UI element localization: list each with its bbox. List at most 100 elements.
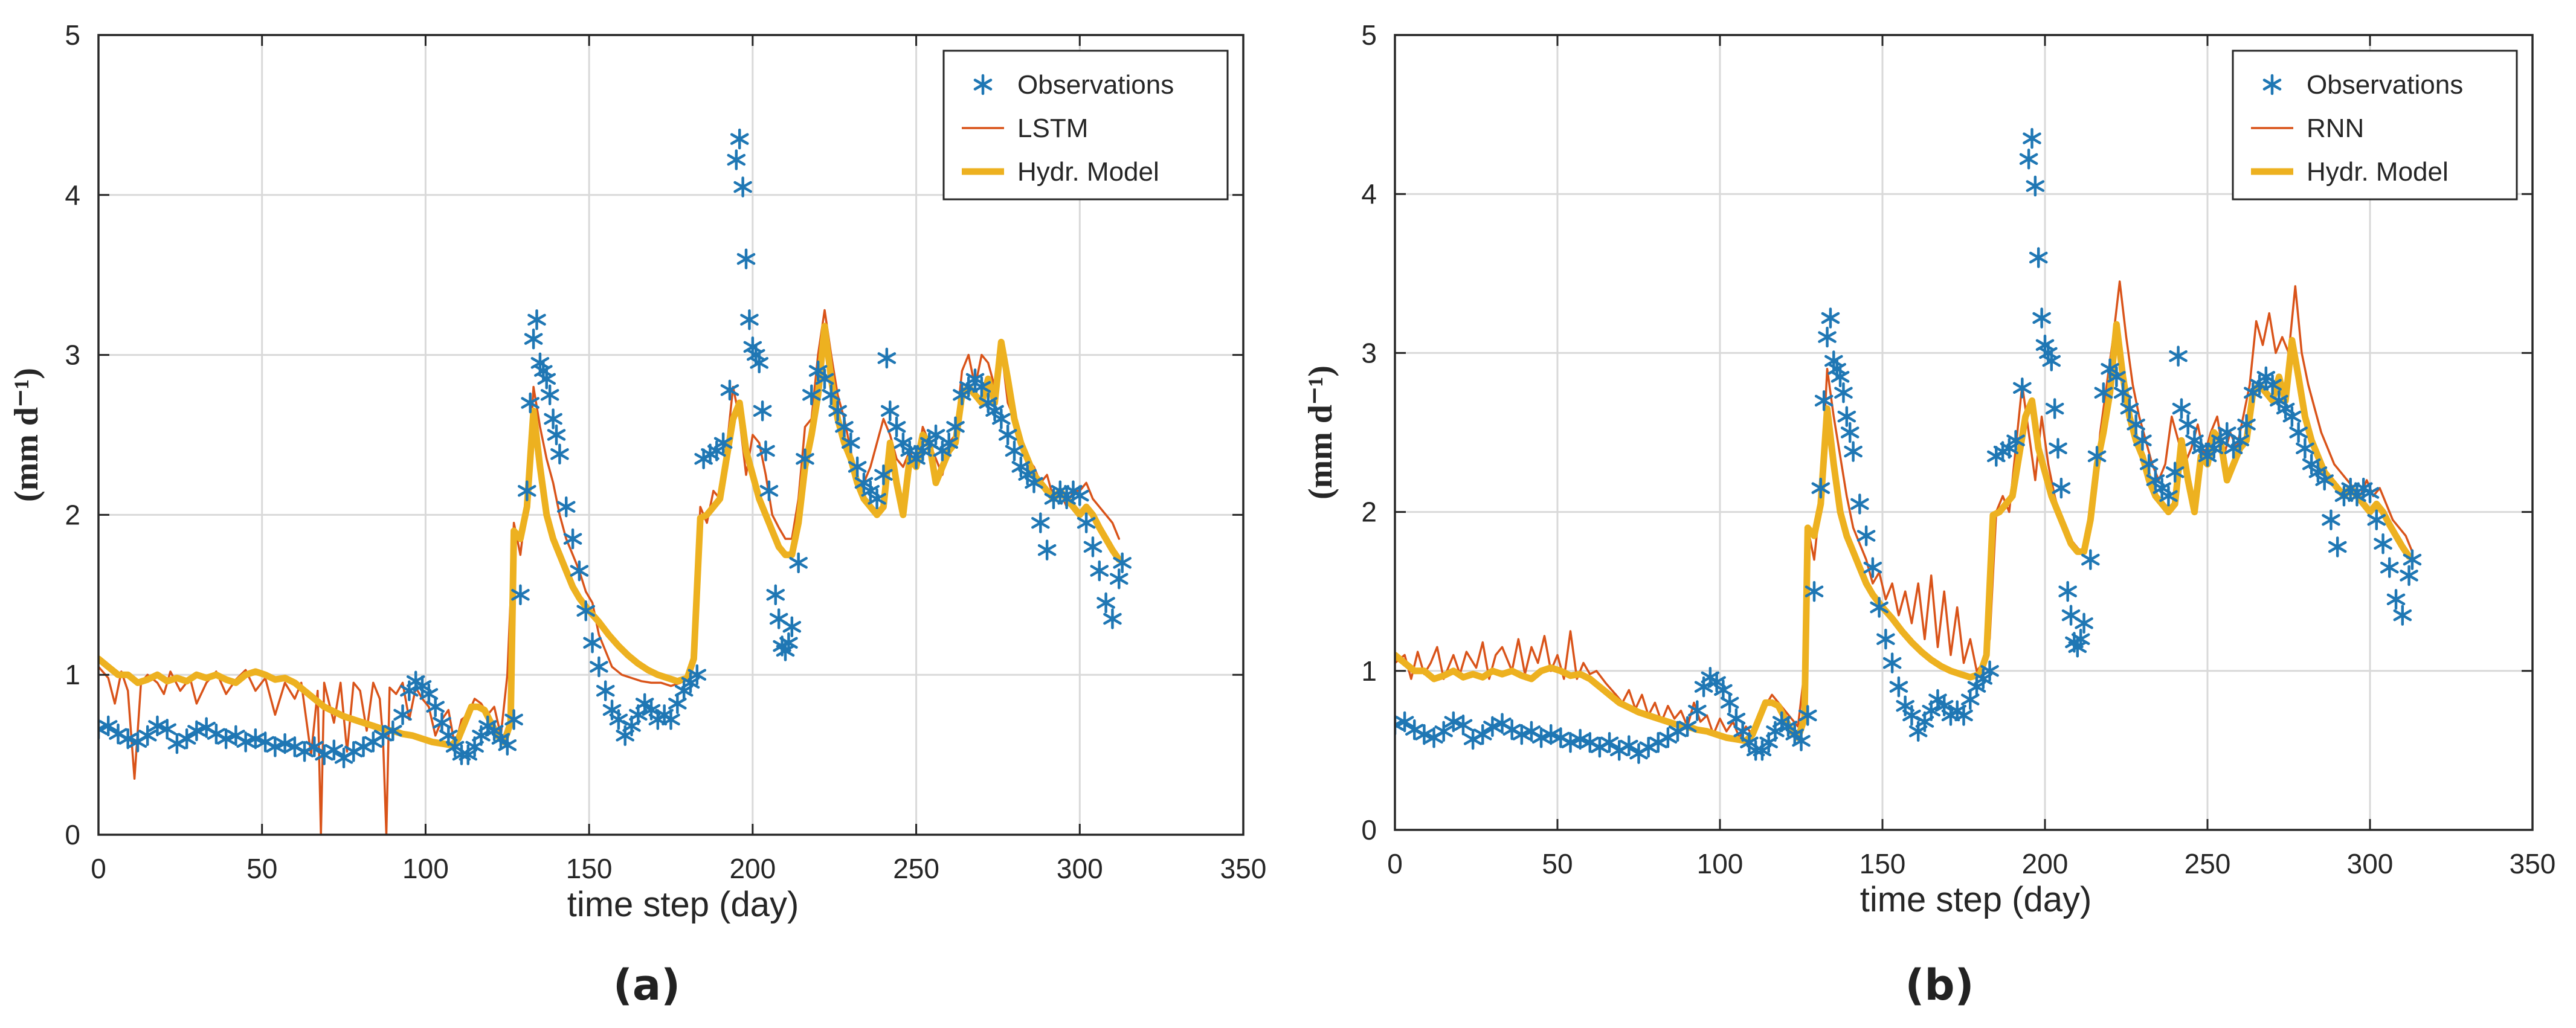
chart-b-xtick-label: 300: [2347, 848, 2394, 879]
chart-b-point: [1720, 692, 1739, 713]
chart-b-point: [1434, 721, 1453, 742]
chart-b-axes-box: [1394, 34, 2534, 831]
chart-b-point: [1444, 711, 1463, 733]
chart-a-point: [187, 720, 206, 742]
chart-b-point: [2023, 127, 2041, 149]
chart-b-svg: 0 50 100 150 200 250 300 350 0 1 2 3 4 5 time step (da…: [1302, 19, 2555, 1010]
chart-a-legend: Observations LSTM Hydr. Model: [942, 50, 1229, 201]
chart-b-point: [1837, 406, 1856, 427]
chart-b-point: [2133, 429, 2152, 451]
chart-a-xtick-label: 50: [246, 853, 277, 884]
chart-b-ticks: 0 50 100 150 200 250 300 350 0 1 2 3 4 5: [1361, 19, 2555, 879]
chart-a-point: [324, 739, 344, 760]
chart-a-point: [972, 376, 991, 397]
chart-b-point: [2263, 374, 2282, 396]
chart-a-xtick-label: 300: [1057, 853, 1103, 884]
chart-a-point: [887, 416, 906, 438]
chart-a-point: [383, 720, 402, 742]
chart-b-point: [2071, 628, 2090, 650]
chart-a-point: [537, 368, 556, 390]
chart-a-point: [138, 725, 157, 747]
chart-b-x-axis-title: time step (day): [1860, 880, 2092, 919]
chart-a-ticks: 0 50 100 150 200 250 300 350 0 1 2 3 4 5: [65, 19, 1266, 884]
chart-a-point: [148, 715, 167, 737]
chart-b-point: [2127, 414, 2145, 435]
chart-b-point: [2400, 565, 2418, 586]
chart-b-point: [2013, 377, 2032, 399]
chart-b-point: [2178, 414, 2198, 435]
chart-b-point: [1561, 731, 1580, 753]
chart-a-point: [822, 384, 841, 406]
chart-a-legend-label-hydr-model: Hydr. Model: [1017, 157, 1159, 187]
chart-b-point: [2075, 612, 2093, 634]
chart-a-ytick-label: 3: [65, 339, 80, 371]
chart-a-point: [266, 736, 285, 757]
chart-a-point: [736, 248, 756, 269]
chart-a-point: [393, 704, 412, 725]
chart-a-point: [998, 424, 1017, 446]
chart-b-point: [2230, 429, 2250, 451]
chart-b-legend-label-rnn: RNN: [2307, 114, 2364, 143]
chart-a-point: [540, 384, 559, 406]
chart-a-point: [759, 480, 779, 501]
chart-a-xtick-label: 100: [402, 853, 449, 884]
chart-a-point: [433, 712, 451, 733]
chart-b-point: [1798, 705, 1817, 726]
chart-a-point: [1096, 592, 1115, 614]
chart-b-point: [2139, 454, 2159, 475]
chart-a-point: [750, 352, 768, 374]
chart-a-point: [730, 128, 749, 150]
chart-a-xtick-label: 0: [91, 853, 106, 884]
chart-b-ytick-label: 4: [1361, 178, 1377, 210]
chart-a-point: [177, 728, 196, 750]
chart-b-xtick-label: 50: [1542, 848, 1573, 879]
chart-b-point: [1620, 735, 1638, 756]
chart-panel-b: 0 50 100 150 200 250 300 350 0 1 2 3 4 5 time step (da…: [1288, 0, 2576, 1028]
chart-b-point: [1840, 422, 1860, 443]
chart-b-point: [1483, 716, 1502, 737]
chart-b-point: [2113, 382, 2133, 403]
chart-panel-a: 0 50 100 150 200 250 300 350 0 1 2 3 4 5 time step (da…: [8, 19, 1266, 1010]
chart-a-point: [727, 149, 746, 170]
chart-b-point: [2169, 345, 2188, 367]
chart-b-point: [2058, 580, 2077, 602]
chart-a-point: [687, 664, 707, 686]
chart-b-xtick-label: 350: [2510, 848, 2556, 879]
chart-b-point: [2049, 438, 2067, 459]
chart-a-ytick-label: 0: [65, 819, 80, 850]
chart-a-point: [544, 408, 562, 429]
chart-b-point: [1850, 493, 1869, 515]
chart-b-point: [2289, 422, 2308, 443]
chart-a-point: [782, 616, 802, 638]
chart-a-point: [880, 400, 900, 422]
chart-b-point: [2026, 175, 2045, 197]
chart-a-point: [1070, 485, 1089, 506]
chart-b-point: [1844, 441, 1863, 462]
chart-b-legend-label-hydr-model: Hydr. Model: [2307, 157, 2449, 187]
chart-a-point: [596, 680, 615, 701]
chart-b-point: [1415, 724, 1434, 745]
chart-a-svg: 0 50 100 150 200 250 300 350 0 1 2 3 4 5 time step (da…: [8, 19, 1266, 1010]
chart-a-point: [733, 176, 752, 198]
chart-a-point: [547, 424, 566, 446]
chart-a-point: [841, 432, 860, 454]
chart-a-point: [527, 309, 546, 330]
chart-a-point: [216, 728, 236, 750]
chart-b-xtick-label: 150: [1860, 848, 1906, 879]
chart-b-ytick-label: 1: [1361, 655, 1377, 687]
chart-b-point: [2032, 307, 2051, 329]
chart-b-point: [1876, 628, 1895, 650]
chart-a-point: [1109, 568, 1129, 589]
chart-b-point: [2045, 398, 2064, 419]
chart-a-point: [556, 496, 576, 518]
chart-b-point: [1811, 477, 1831, 499]
chart-a-point: [1025, 472, 1043, 493]
chart-b-point: [2403, 549, 2422, 570]
chart-b-point: [2052, 477, 2071, 499]
chart-b-point: [1863, 557, 1882, 578]
chart-b-legend-label-observations: Observations: [2307, 70, 2463, 100]
chart-a-point: [740, 309, 759, 330]
chart-a-point: [720, 379, 739, 401]
chart-b-point: [2386, 589, 2406, 610]
